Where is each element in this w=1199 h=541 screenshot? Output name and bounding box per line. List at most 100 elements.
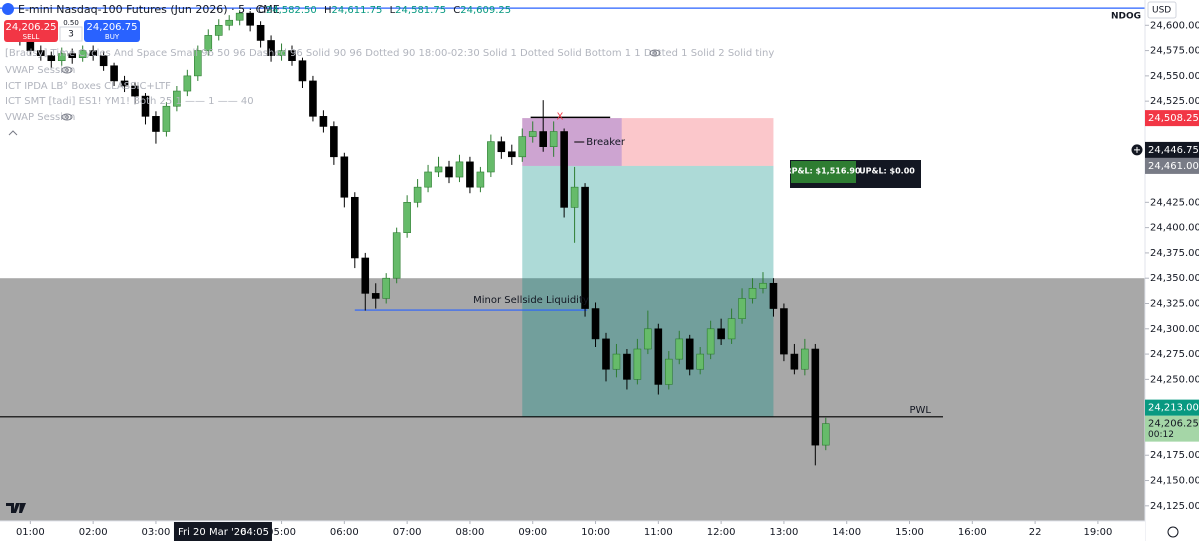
candle-body	[549, 131, 558, 147]
time-axis	[0, 521, 1145, 541]
candle-body	[382, 277, 391, 299]
candle-body	[560, 131, 568, 208]
x-tick-label: 07:00	[393, 527, 422, 538]
x-tick-label: 15:00	[895, 527, 924, 538]
plot-area: X Breaker Minor Sellside Liquidity PWL NDOG	[0, 7, 1145, 521]
candle-body	[89, 50, 97, 56]
price-tag	[1145, 399, 1199, 416]
candle-body	[445, 166, 453, 178]
x-tick-label: 01:00	[16, 527, 45, 538]
candle-body	[340, 156, 349, 198]
price-tag-label: 24,508.25	[1148, 113, 1199, 124]
rpl-box	[791, 161, 856, 183]
candle-body	[424, 171, 432, 188]
y-tick-label: 24,300.00	[1150, 324, 1199, 335]
candle-body	[277, 50, 286, 56]
x-tick-label: 08:00	[456, 527, 485, 538]
candle-body	[539, 131, 547, 147]
candle-body	[455, 161, 464, 178]
indicator[interactable]: VWAP Session	[5, 65, 75, 76]
y-tick-label: 24,375.00	[1150, 248, 1199, 259]
candle-body	[633, 348, 642, 380]
candle-body	[759, 282, 767, 289]
candle-body	[434, 166, 443, 173]
candle-body	[717, 328, 725, 340]
candle-body	[392, 232, 401, 279]
y-tick-label: 24,250.00	[1150, 374, 1199, 385]
buy-label: BUY	[105, 33, 120, 41]
x-tick-label: 03:00	[142, 527, 171, 538]
countdown: 00:12	[1148, 430, 1174, 440]
price-tag-label: 24,461.00	[1148, 161, 1199, 172]
price-tag	[1145, 141, 1199, 158]
indicator[interactable]: [Bradsy] Time Cycles And Space Small 96 …	[5, 48, 774, 59]
price-tag-label: 24,206.25	[1148, 419, 1199, 430]
candle-body	[141, 95, 150, 117]
qty-box[interactable]	[59, 26, 83, 42]
x-tick-label: 05:00	[267, 527, 296, 538]
crosshair-date: Fri 20 Mar '26	[178, 527, 247, 538]
crosshair-plus	[1134, 146, 1140, 153]
currency-box[interactable]	[1147, 1, 1177, 19]
candle-body	[351, 196, 359, 259]
candle-body	[246, 12, 254, 26]
y-tick-label: 24,125.00	[1150, 501, 1199, 512]
candle-body	[361, 257, 370, 294]
overlay: E-mini Nasdaq-100 Futures (Jun 2026) · 5…	[2, 3, 921, 513]
axes: 24,600.00 24,575.00 24,550.00 24,525.00 24,4…	[16, 20, 1199, 541]
candle-body	[173, 90, 181, 107]
candle-body	[664, 358, 673, 385]
candle-body	[68, 53, 77, 58]
price-tag	[1145, 157, 1199, 174]
crosshair-time-box	[173, 522, 272, 541]
readout-value: 24,582.50	[266, 5, 317, 16]
x-tick-label: 06:00	[330, 527, 359, 538]
candle-body	[403, 202, 411, 233]
candle-body	[131, 85, 139, 97]
shaded-zone	[0, 278, 1145, 521]
candle-body	[780, 308, 788, 355]
candle-body	[57, 53, 66, 61]
logo	[6, 503, 26, 513]
candle-body	[623, 353, 631, 380]
candle-body	[507, 151, 516, 158]
candle-body	[120, 80, 129, 87]
indicator[interactable]: ICT IPDA LB° Boxes CLASSIC+LTF	[5, 81, 171, 92]
y-tick-label: 24,325.00	[1150, 298, 1199, 309]
settings-icon[interactable]	[1167, 526, 1179, 538]
candle-body	[225, 19, 234, 26]
symbol-icon	[2, 3, 14, 15]
x-tick-label: 02:00	[79, 527, 108, 538]
spread: 0.50	[63, 19, 79, 27]
sell-button[interactable]	[4, 20, 58, 42]
marker-label: X	[557, 111, 564, 122]
candle-body	[371, 293, 380, 299]
sell-label: SELL	[23, 33, 40, 41]
candle-body	[204, 35, 213, 51]
candle-body	[801, 348, 809, 370]
x-tick-label: 16:00	[958, 527, 987, 538]
candle-body	[654, 328, 663, 385]
price-tag-label: 24,213.00	[1148, 403, 1199, 414]
x-tick-label: 12:00	[707, 527, 736, 538]
candle-body	[413, 186, 422, 203]
buy-button[interactable]	[84, 20, 140, 42]
x-tick-label: 11:00	[644, 527, 673, 538]
indicator[interactable]: VWAP Session	[5, 112, 75, 123]
candle-body	[570, 186, 579, 208]
price-tag	[1145, 415, 1199, 442]
readout-key: H	[324, 5, 332, 16]
readout-key: C	[453, 5, 460, 16]
readout-value: 24,611.75	[332, 5, 383, 16]
y-tick-label: 24,175.00	[1150, 450, 1199, 461]
candle-body	[99, 55, 108, 67]
eye-icons	[8, 49, 661, 136]
x-tick-label: 22	[1029, 527, 1042, 538]
buy-price: 24,206.75	[87, 22, 138, 33]
currency: USD	[1152, 6, 1171, 16]
indicator[interactable]: ICT SMT [tadi] ES1! YM1! Both 25 1 —— 1 …	[5, 96, 254, 107]
y-tick-label: 24,525.00	[1150, 96, 1199, 107]
candle-body	[528, 131, 537, 137]
candle-body	[37, 50, 45, 56]
